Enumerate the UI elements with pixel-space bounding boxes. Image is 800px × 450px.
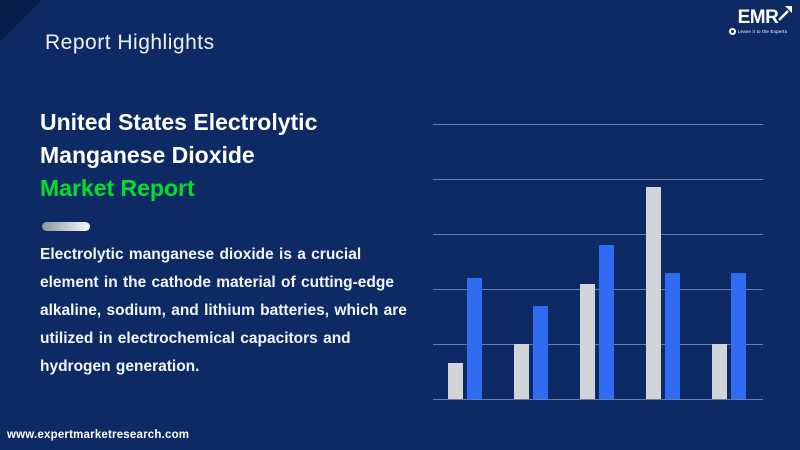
target-ring-icon <box>728 28 736 35</box>
emr-logo: EMR Leave it to the Experts <box>722 6 794 35</box>
arrow-up-right-icon <box>778 6 792 21</box>
gray-bar-1 <box>448 363 463 399</box>
blue-bar-1 <box>467 278 482 399</box>
website-url: www.expertmarketresearch.com <box>7 429 190 441</box>
logo-tagline: Leave it to the Experts <box>737 29 788 34</box>
bar-group-3 <box>580 124 614 399</box>
gridline-0 <box>433 124 763 125</box>
gridline-4 <box>433 344 763 345</box>
gridline-1 <box>433 179 763 180</box>
blue-bar-2 <box>533 305 548 399</box>
bar-group-2 <box>514 124 548 399</box>
gridline-5 <box>433 399 763 400</box>
description-text: Electrolytic manganese dioxide is a cruc… <box>40 246 407 375</box>
corner-decoration <box>0 0 42 42</box>
gridline-3 <box>433 289 763 290</box>
logo-tagline-row: Leave it to the Experts <box>722 28 794 35</box>
chart-bars <box>433 124 763 399</box>
title-line-1: United States Electrolytic <box>40 109 318 135</box>
blue-bar-3 <box>599 245 614 399</box>
blue-bar-5 <box>731 272 746 399</box>
bar-group-5 <box>712 124 746 399</box>
logo-text: EMR <box>737 7 779 28</box>
gray-bar-4 <box>646 187 661 399</box>
gray-bar-3 <box>580 283 595 399</box>
title-line-3-highlight: Market Report <box>40 175 195 201</box>
gray-bar-2 <box>514 344 529 399</box>
gridline-2 <box>433 234 763 235</box>
gray-bar-5 <box>712 344 727 399</box>
title-line-2: Manganese Dioxide <box>40 142 255 168</box>
bar-chart <box>433 124 763 400</box>
blue-bar-4 <box>665 272 680 399</box>
page-title: United States Electrolytic Manganese Dio… <box>40 106 317 205</box>
bar-group-1 <box>448 124 482 399</box>
section-title: Report Highlights <box>45 31 215 54</box>
divider-pill <box>42 222 90 231</box>
bar-group-4 <box>646 124 680 399</box>
